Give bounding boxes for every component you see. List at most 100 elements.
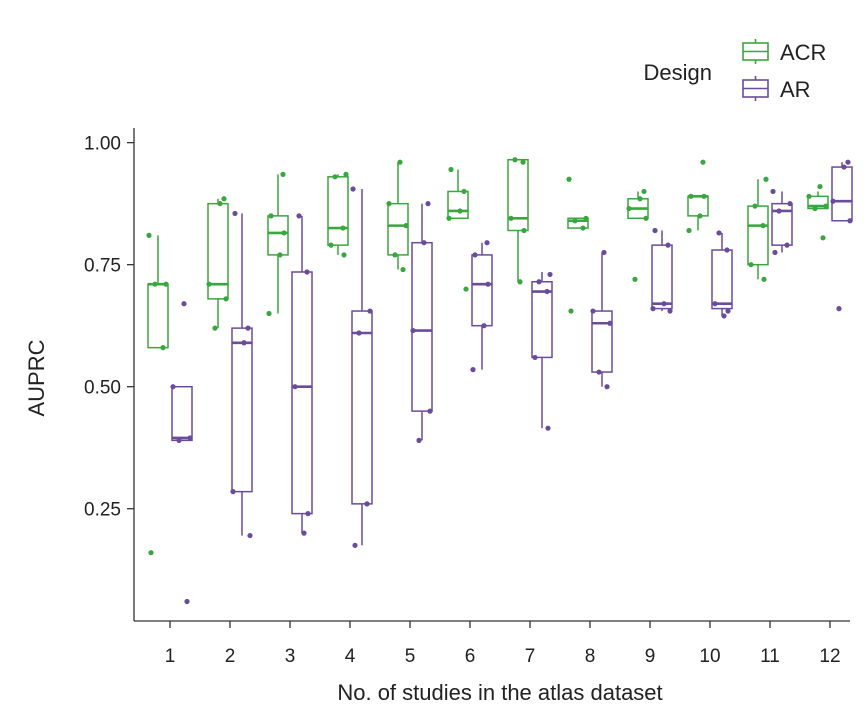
- data-point: [772, 249, 778, 256]
- data-point: [206, 281, 212, 287]
- box-acr-3: [266, 171, 289, 317]
- box-iqr: [231, 327, 253, 493]
- data-point: [392, 252, 398, 258]
- box-iqr: [411, 241, 433, 412]
- data-point: [403, 223, 409, 229]
- box-ar-11: [770, 188, 793, 256]
- x-tick-label: 2: [225, 646, 236, 667]
- legend-acr-label: ACR: [780, 40, 826, 65]
- box-iqr: [327, 176, 349, 246]
- box-ar-2: [230, 210, 253, 539]
- box-iqr: [831, 166, 853, 222]
- data-point: [823, 203, 829, 209]
- data-point: [590, 308, 596, 314]
- y-axis-title: AUPRC: [24, 339, 49, 416]
- data-point: [626, 205, 632, 212]
- box-ar-1: [170, 301, 193, 605]
- data-point: [386, 201, 392, 207]
- box-acr-4: [327, 171, 349, 258]
- data-point: [230, 489, 236, 495]
- data-point: [223, 296, 229, 302]
- data-point: [725, 308, 731, 314]
- data-point: [520, 159, 526, 165]
- data-point: [752, 203, 758, 209]
- data-point: [245, 325, 251, 331]
- box-iqr: [291, 271, 313, 515]
- data-point: [508, 215, 514, 221]
- data-point: [580, 225, 586, 231]
- data-point: [721, 313, 727, 319]
- data-point: [350, 186, 356, 192]
- box-iqr: [567, 217, 589, 229]
- y-tick-label: 1.00: [84, 134, 121, 155]
- data-point: [332, 174, 338, 180]
- data-point: [280, 171, 286, 177]
- data-point: [688, 193, 694, 199]
- y-ticks: 0.25 0.50 0.75 1.00: [84, 134, 134, 521]
- data-point: [247, 532, 253, 539]
- box-iqr: [351, 310, 373, 505]
- x-tick-label: 7: [525, 646, 536, 667]
- legend-title: Design: [644, 60, 712, 85]
- data-point: [760, 223, 766, 229]
- box-iqr: [591, 310, 613, 373]
- data-point: [352, 542, 358, 548]
- x-tick-label: 11: [760, 646, 780, 667]
- box-ar-6: [470, 240, 493, 373]
- data-point: [763, 176, 769, 182]
- data-point: [457, 208, 463, 214]
- data-point: [532, 354, 538, 361]
- y-tick-label: 0.50: [84, 378, 121, 399]
- data-point: [461, 188, 467, 195]
- data-point: [761, 276, 767, 282]
- box-acr-5: [386, 159, 409, 273]
- box-ar-5: [410, 201, 433, 443]
- data-point: [292, 384, 298, 390]
- data-point: [650, 306, 656, 312]
- data-point: [845, 159, 851, 165]
- data-point: [536, 279, 542, 285]
- data-point: [305, 511, 311, 517]
- legend-entry-ar: AR: [742, 76, 811, 102]
- box-acr-10: [686, 159, 709, 234]
- x-ticks: 1 2 3 4 5 6 7 8 9 10 11 12: [165, 621, 841, 667]
- data-point: [547, 271, 553, 278]
- data-point: [806, 193, 812, 199]
- data-point: [343, 171, 349, 177]
- box-acr-2: [206, 196, 229, 331]
- box-ar-12: [830, 159, 853, 312]
- data-point: [545, 425, 551, 431]
- x-tick-label: 6: [465, 646, 476, 667]
- data-point: [187, 435, 193, 441]
- data-point: [724, 247, 730, 253]
- x-axis-title: No. of studies in the atlas dataset: [337, 680, 662, 705]
- data-point: [776, 208, 782, 214]
- box-ar-10: [711, 230, 733, 319]
- data-point: [301, 530, 307, 536]
- box-acr-1: [146, 232, 169, 556]
- x-tick-label: 8: [585, 646, 596, 667]
- box-acr-8: [566, 176, 589, 314]
- data-point: [277, 252, 283, 258]
- data-point: [841, 164, 847, 170]
- x-tick-label: 9: [645, 646, 656, 667]
- data-point: [163, 281, 169, 287]
- box-iqr: [171, 385, 193, 442]
- data-point: [266, 310, 272, 317]
- data-point: [184, 598, 190, 605]
- box-iqr: [447, 190, 469, 220]
- box-iqr: [471, 254, 493, 327]
- data-point: [748, 262, 754, 268]
- box-acr-12: [806, 183, 829, 241]
- data-point: [700, 159, 706, 165]
- box-iqr: [651, 244, 673, 310]
- data-point: [632, 276, 638, 282]
- box-iqr: [267, 215, 289, 256]
- legend-ar-swatch: [742, 76, 769, 101]
- box-iqr: [687, 195, 709, 217]
- box-ar-4: [350, 186, 373, 548]
- box-iqr: [711, 249, 733, 310]
- axes: [133, 128, 850, 622]
- data-point: [847, 218, 853, 224]
